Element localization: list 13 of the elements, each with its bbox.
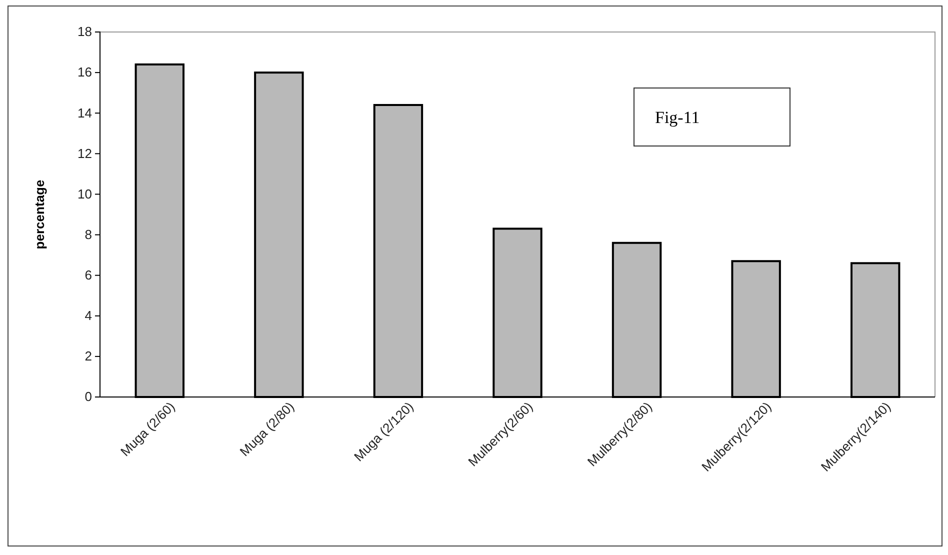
y-tick-label: 10	[78, 186, 92, 202]
y-tick-label: 14	[78, 105, 92, 120]
y-tick-label: 2	[84, 348, 92, 364]
caption-box: Fig-11	[634, 88, 790, 146]
y-tick-label: 6	[84, 267, 92, 282]
y-tick-label: 18	[78, 24, 92, 40]
y-tick-label: 12	[78, 146, 92, 161]
annotation: Fig-11	[655, 108, 700, 127]
y-tick-label: 0	[84, 389, 92, 404]
y-axis-title: percentage	[32, 180, 47, 250]
y-tick-label: 4	[84, 308, 92, 324]
y-tick-label: 8	[84, 226, 92, 242]
y-tick-label: 16	[78, 64, 92, 80]
